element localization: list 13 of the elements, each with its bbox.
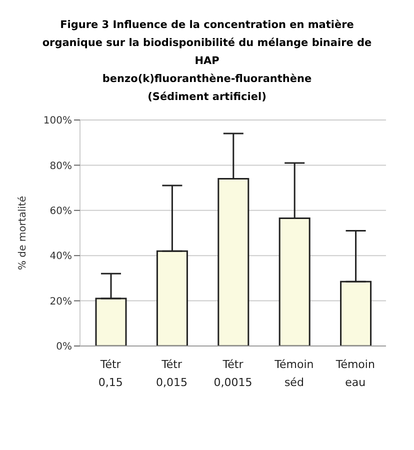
y-tick-label: 100% <box>43 116 72 127</box>
chart-title: Figure 3 Influence de la concentration en matière organique sur la biodisponibilité du mélange binaire de HAP benzo(k)fluoranthène-fluoranthène (Sédiment artificiel) <box>41 18 373 105</box>
x-tick-label: Tétr 0,015 <box>156 358 188 389</box>
y-tick-label: 20% <box>50 296 72 308</box>
x-tick-label: Témoin séd <box>274 358 314 389</box>
y-tick-label: 40% <box>50 251 72 262</box>
y-axis-title: % de mortalité <box>18 196 29 270</box>
y-tick-label: 0% <box>56 342 72 353</box>
y-tick-label: 60% <box>50 206 72 217</box>
x-tick-label: Tétr 0,0015 <box>214 358 252 389</box>
x-tick-label: Témoin eau <box>334 358 375 389</box>
y-tick-label: 80% <box>50 160 72 172</box>
x-tick-label: Tétr 0,15 <box>98 358 123 389</box>
